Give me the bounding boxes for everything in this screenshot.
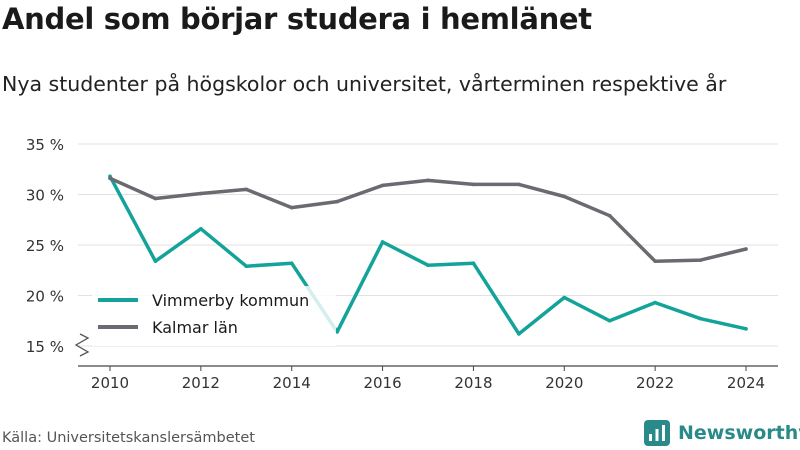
data-point: [562, 194, 567, 199]
line-chart: 15 % 20 % 25 % 30 % 35 % 2010 2012 2014 2016 2018…: [26, 136, 778, 392]
data-point: [471, 261, 476, 265]
data-point: [607, 318, 612, 323]
data-point: [153, 196, 158, 201]
data-point: [653, 300, 657, 305]
newsworthy-logo-icon: [644, 420, 670, 446]
x-tick-label: 2020: [545, 374, 583, 392]
x-tick-label: 2022: [636, 374, 674, 392]
y-tick-label: 30 %: [26, 187, 64, 205]
data-point: [335, 199, 339, 204]
data-point: [199, 227, 203, 231]
data-point: [108, 176, 112, 181]
data-point: [607, 213, 612, 218]
brand: Newsworthy: [644, 420, 800, 446]
data-point: [426, 263, 430, 268]
data-point: [562, 295, 567, 300]
data-point: [289, 205, 294, 210]
data-point: [244, 264, 249, 269]
axis-break-marker: [74, 333, 90, 357]
data-point: [380, 240, 385, 244]
x-tick-label: 2018: [454, 374, 492, 392]
x-tick-label: 2024: [727, 374, 765, 392]
data-point: [153, 259, 158, 263]
y-tick-label: 35 %: [26, 136, 64, 154]
data-point: [517, 332, 521, 336]
data-point: [744, 247, 748, 251]
data-point: [653, 259, 657, 263]
x-tick-label: 2016: [363, 374, 401, 392]
data-point: [744, 327, 748, 331]
data-point: [698, 316, 703, 321]
chart-subtitle: Nya studenter på högskolor och universit…: [2, 72, 727, 96]
legend-background: [92, 286, 336, 346]
data-point: [199, 191, 203, 196]
x-tick-label: 2012: [182, 374, 220, 392]
legend-label: Kalmar län: [152, 318, 238, 337]
series-line-1: [108, 176, 748, 263]
data-point: [289, 261, 294, 265]
data-point: [335, 330, 339, 334]
y-tick-label: 25 %: [26, 237, 64, 255]
data-point: [380, 183, 385, 188]
source-note: Källa: Universitetskanslersämbetet: [2, 430, 255, 446]
x-tick-label: 2010: [91, 374, 129, 392]
legend-label: Vimmerby kommun: [152, 291, 309, 310]
x-tick-label: 2014: [273, 374, 311, 392]
data-point: [698, 258, 703, 262]
data-point: [244, 187, 249, 192]
y-tick-label: 15 %: [26, 338, 64, 356]
data-point: [426, 178, 430, 183]
chart-title: Andel som börjar studera i hemlänet: [2, 2, 592, 36]
data-point: [471, 182, 476, 187]
y-tick-label: 20 %: [26, 288, 64, 306]
data-point: [517, 182, 521, 187]
brand-name: Newsworthy: [678, 422, 800, 444]
